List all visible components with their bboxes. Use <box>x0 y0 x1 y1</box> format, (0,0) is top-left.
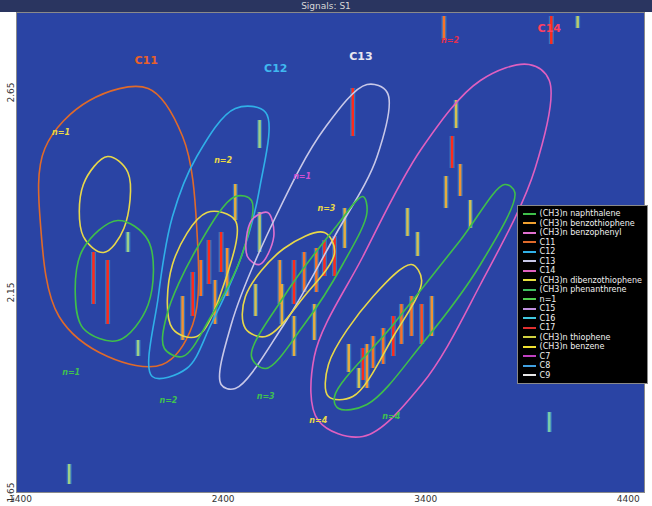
svg-text:n=2: n=2 <box>159 396 177 405</box>
html-text:(CH3)n thiophene: (CH3)n thiophene <box>539 332 611 342</box>
html-text:C14: C14 <box>539 266 556 275</box>
svg-text:n=2: n=2 <box>441 36 459 45</box>
html-text:C11: C11 <box>539 237 556 247</box>
html-text:(CH3)n benzothiophene: (CH3)n benzothiophene <box>539 218 635 228</box>
html-text:n=1: n=1 <box>539 294 557 304</box>
html-text:C17: C17 <box>539 323 556 332</box>
svg-text:3400: 3400 <box>414 494 437 504</box>
svg-text:1400: 1400 <box>9 493 32 504</box>
svg-text:C11: C11 <box>134 54 157 67</box>
svg-text:2400: 2400 <box>212 494 235 504</box>
html-text:C8: C8 <box>539 361 551 370</box>
html-text:C12: C12 <box>539 247 556 256</box>
svg-text:2.65: 2.65 <box>6 82 16 102</box>
html-text:C9: C9 <box>539 370 551 380</box>
svg-text:n=3: n=3 <box>317 204 335 213</box>
html-text:(CH3)n benzophenyl: (CH3)n benzophenyl <box>539 228 622 237</box>
svg-text:n=4: n=4 <box>382 412 400 421</box>
svg-text:4400: 4400 <box>617 494 640 504</box>
svg-text:n=3: n=3 <box>257 392 275 401</box>
html-text:C7: C7 <box>539 351 551 361</box>
html-text:C13: C13 <box>539 256 556 266</box>
html-text:(CH3)n phenanthrene: (CH3)n phenanthrene <box>539 285 627 294</box>
html-text:(CH3)n naphthalene: (CH3)n naphthalene <box>539 209 621 218</box>
html-text:C15: C15 <box>539 304 556 313</box>
svg-text:C13: C13 <box>349 50 372 63</box>
svg-text:n=1: n=1 <box>52 128 70 137</box>
svg-text:n=1: n=1 <box>62 368 80 377</box>
svg-text:n=4: n=4 <box>309 416 327 425</box>
svg-text:C12: C12 <box>264 62 287 75</box>
svg-text:C14: C14 <box>538 22 562 35</box>
html-text:(CH3)n benzene: (CH3)n benzene <box>539 342 605 351</box>
svg-text:n=2: n=2 <box>214 156 232 165</box>
html-text:Signals: S1: Signals: S1 <box>301 1 351 11</box>
html-text:(CH3)n dibenzothiophene: (CH3)n dibenzothiophene <box>539 275 642 285</box>
svg-text:2.15: 2.15 <box>6 282 16 302</box>
svg-text:n=1: n=1 <box>293 172 311 181</box>
html-text:C16: C16 <box>539 313 556 323</box>
svg-text:1.65: 1.65 <box>6 482 16 502</box>
